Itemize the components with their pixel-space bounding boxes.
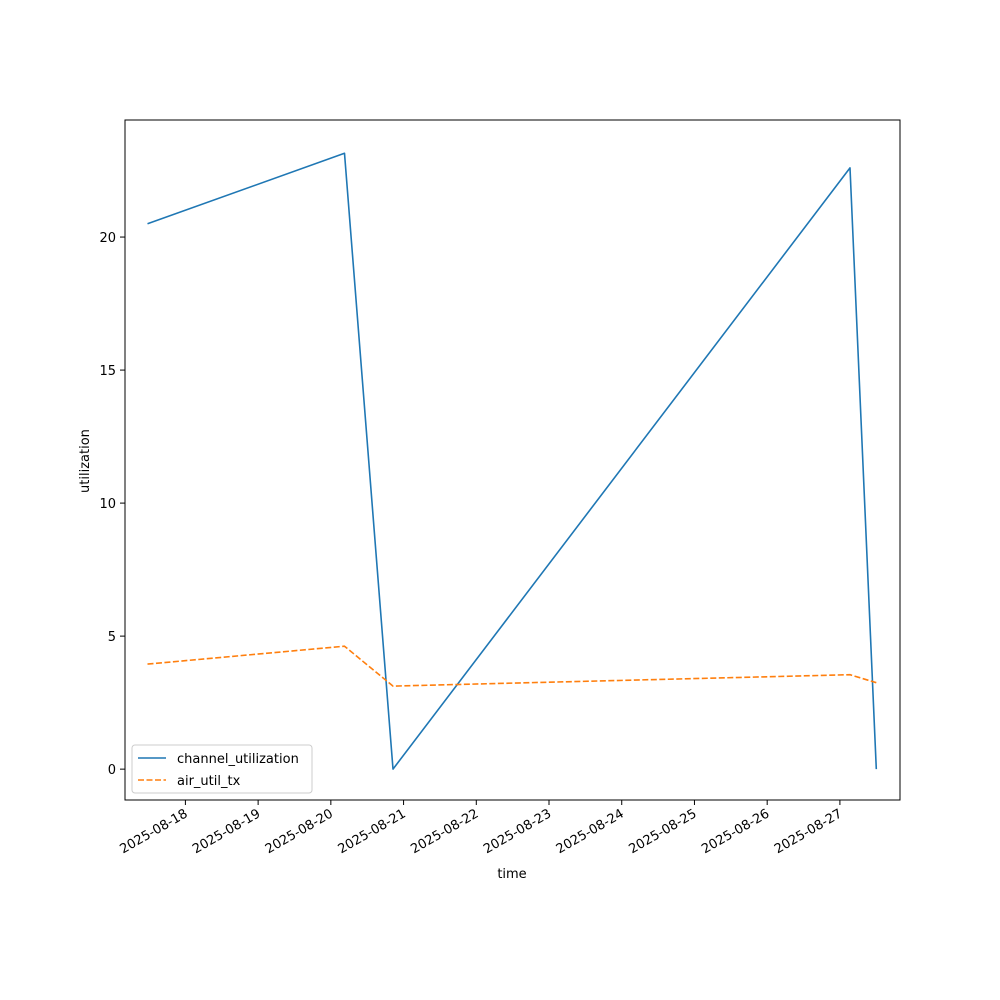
legend-label: air_util_tx [177, 774, 241, 789]
plot-frame [124, 119, 901, 801]
y-tick-label: 20 [99, 231, 116, 246]
series-line-channel-utilization [147, 152, 878, 770]
y-tick-label: 5 [108, 630, 116, 645]
legend: channel_utilization air_util_tx [131, 744, 313, 794]
y-axis-label: utilization [78, 429, 93, 493]
y-tick-label: 0 [108, 763, 116, 778]
x-axis-label: time [497, 867, 526, 882]
y-tick-label: 10 [99, 497, 116, 512]
y-axis: 0 5 10 15 20 [99, 231, 125, 778]
series-layer [147, 152, 878, 770]
legend-label: channel_utilization [177, 752, 299, 767]
series-line-air-util-tx [147, 645, 877, 687]
legend-box [131, 744, 313, 794]
y-tick-label: 15 [99, 364, 116, 379]
